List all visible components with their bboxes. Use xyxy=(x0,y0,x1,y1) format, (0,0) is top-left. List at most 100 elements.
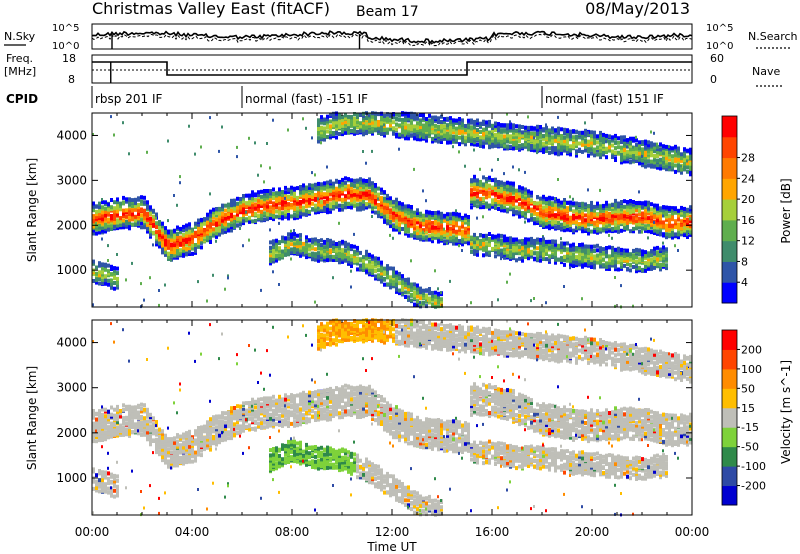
power-cell xyxy=(101,262,104,267)
power-cell xyxy=(449,279,451,283)
power-cell xyxy=(371,117,374,122)
power-cell xyxy=(110,264,113,269)
power-cell xyxy=(398,113,401,118)
power-cell xyxy=(587,222,590,227)
power-cell xyxy=(380,200,383,205)
power-cell xyxy=(305,255,308,260)
power-cell xyxy=(296,244,299,249)
power-cell xyxy=(356,178,359,183)
power-cell xyxy=(413,282,416,287)
power-cell xyxy=(284,200,287,205)
power-cell xyxy=(569,134,572,139)
power-cell xyxy=(104,206,107,211)
power-cell xyxy=(317,206,319,210)
power-cell xyxy=(248,199,251,204)
power-cell xyxy=(365,263,368,268)
power-cell xyxy=(407,206,410,211)
power-cell xyxy=(314,203,317,208)
freq-unit: [MHz] xyxy=(4,65,36,78)
power-cell xyxy=(362,127,365,132)
power-cell xyxy=(488,122,491,127)
power-cell xyxy=(245,203,248,208)
power-cell xyxy=(641,204,644,209)
power-cell xyxy=(212,207,215,212)
power-cell xyxy=(401,213,404,218)
power-cell xyxy=(221,217,224,222)
power-cell xyxy=(497,233,500,238)
power-cell xyxy=(563,210,566,215)
power-cell xyxy=(548,258,551,263)
power-cell xyxy=(599,130,602,135)
power-cell xyxy=(638,151,641,156)
power-cell xyxy=(422,288,425,293)
power-cell xyxy=(611,155,614,159)
power-cell xyxy=(650,130,652,134)
power-cell xyxy=(230,208,233,213)
power-cell xyxy=(293,236,296,241)
power-cell xyxy=(368,252,371,257)
power-cell xyxy=(509,253,512,257)
power-cell xyxy=(641,149,644,154)
power-cell xyxy=(395,210,398,215)
power-cell xyxy=(395,289,398,294)
power-cell xyxy=(401,280,404,285)
power-cell xyxy=(458,244,460,248)
power-cell xyxy=(461,229,464,234)
power-cell xyxy=(428,291,431,296)
power-cell xyxy=(605,136,608,140)
power-cell xyxy=(443,230,446,234)
power-cell xyxy=(362,258,365,263)
power-cell xyxy=(611,255,614,260)
power-cell xyxy=(641,154,643,158)
power-cell xyxy=(623,210,626,215)
power-cell xyxy=(608,147,611,152)
power-cell xyxy=(302,208,305,213)
power-cell xyxy=(320,203,323,208)
power-cell xyxy=(434,115,437,120)
power-cell xyxy=(614,276,616,279)
power-cell xyxy=(323,205,326,210)
power-cell xyxy=(92,204,95,209)
power-cell xyxy=(605,224,608,229)
power-cell xyxy=(464,213,467,218)
power-cell xyxy=(419,211,422,216)
power-cell xyxy=(554,248,557,253)
power-cell xyxy=(182,252,185,257)
power-cell xyxy=(392,120,395,125)
power-cell xyxy=(380,260,383,265)
power-cell xyxy=(632,248,635,253)
power-cell xyxy=(404,204,407,209)
power-cell xyxy=(368,270,371,275)
power-cell xyxy=(215,213,218,218)
power-cell xyxy=(623,254,626,258)
power-cell xyxy=(593,244,596,249)
power-cell xyxy=(530,135,533,139)
power-cell xyxy=(416,287,419,292)
power-cell xyxy=(200,217,203,222)
power-cell xyxy=(539,130,542,135)
power-cell xyxy=(386,264,389,269)
power-cell xyxy=(155,233,158,238)
power-cell xyxy=(233,221,236,226)
power-cell xyxy=(470,178,473,183)
power-cell xyxy=(203,221,206,226)
power-cell xyxy=(257,216,260,221)
power-cell xyxy=(281,216,284,221)
power-cell xyxy=(524,220,526,224)
power-cell xyxy=(437,304,440,309)
power-cell xyxy=(260,164,262,168)
power-cell xyxy=(176,234,179,239)
power-cell xyxy=(362,118,365,123)
power-cell xyxy=(581,255,584,260)
power-cell xyxy=(170,258,172,262)
power-cell xyxy=(245,217,248,222)
power-cell xyxy=(566,206,569,211)
power-cell xyxy=(308,188,311,193)
power-cell xyxy=(224,219,227,224)
power-cell xyxy=(329,132,332,137)
power-cell xyxy=(539,245,542,250)
power-cell xyxy=(584,148,587,153)
power-cell xyxy=(575,134,578,139)
power-cell xyxy=(638,248,641,253)
power-cell xyxy=(644,261,647,265)
